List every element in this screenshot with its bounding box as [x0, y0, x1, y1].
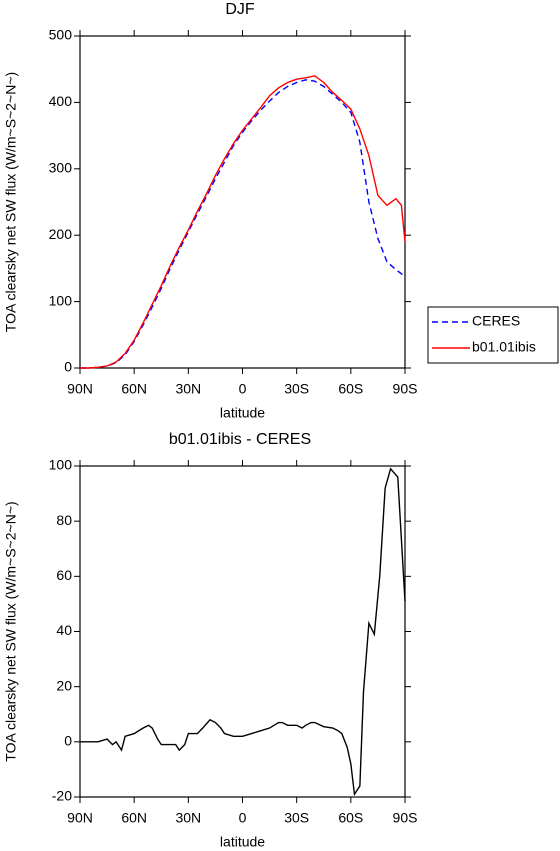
y-axis-label: TOA clearsky net SW flux (W/m~S~2~N~) [3, 72, 19, 332]
y-tick-label: 60 [56, 567, 72, 583]
x-tick-label: 60N [121, 381, 147, 397]
x-tick-label: 90N [67, 810, 93, 826]
x-axis-label: latitude [220, 405, 265, 421]
line-series [80, 467, 406, 797]
x-tick-label: 60S [338, 381, 363, 397]
plot-frame [79, 465, 406, 798]
plot-frame [79, 35, 406, 369]
x-tick-label: 90N [67, 381, 93, 397]
x-tick-label: 90S [393, 810, 418, 826]
y-tick-label: 100 [49, 292, 73, 308]
y-tick-label: 200 [49, 226, 73, 242]
y-tick-label: 100 [49, 457, 73, 473]
y-axis-label: TOA clearsky net SW flux (W/m~S~2~N~) [3, 501, 19, 761]
x-tick-label: 90S [393, 381, 418, 397]
x-tick-label: 60N [121, 810, 147, 826]
y-tick-label: 500 [49, 27, 73, 43]
y-tick-label: -20 [52, 788, 72, 804]
x-tick-label: 30S [284, 381, 309, 397]
chart-title: DJF [225, 1, 255, 18]
x-tick-label: 30N [175, 810, 201, 826]
y-tick-label: 80 [56, 512, 72, 528]
line-series [80, 79, 406, 369]
x-axis-label: latitude [220, 834, 265, 850]
x-tick-label: 60S [338, 810, 363, 826]
legend-box [427, 306, 559, 364]
legend-label: CERES [472, 313, 520, 329]
y-tick-label: 300 [49, 160, 73, 176]
x-tick-label: 30S [284, 810, 309, 826]
line-series [80, 75, 406, 369]
chart-title: b01.01ibis - CERES [169, 431, 311, 448]
y-tick-label: 0 [64, 733, 72, 749]
x-tick-label: 0 [239, 381, 247, 397]
x-tick-label: 30N [175, 381, 201, 397]
y-tick-label: 0 [64, 359, 72, 375]
y-tick-label: 400 [49, 93, 73, 109]
y-tick-label: 40 [56, 622, 72, 638]
legend-label: b01.01ibis [472, 339, 536, 355]
y-tick-label: 20 [56, 677, 72, 693]
x-tick-label: 0 [239, 810, 247, 826]
